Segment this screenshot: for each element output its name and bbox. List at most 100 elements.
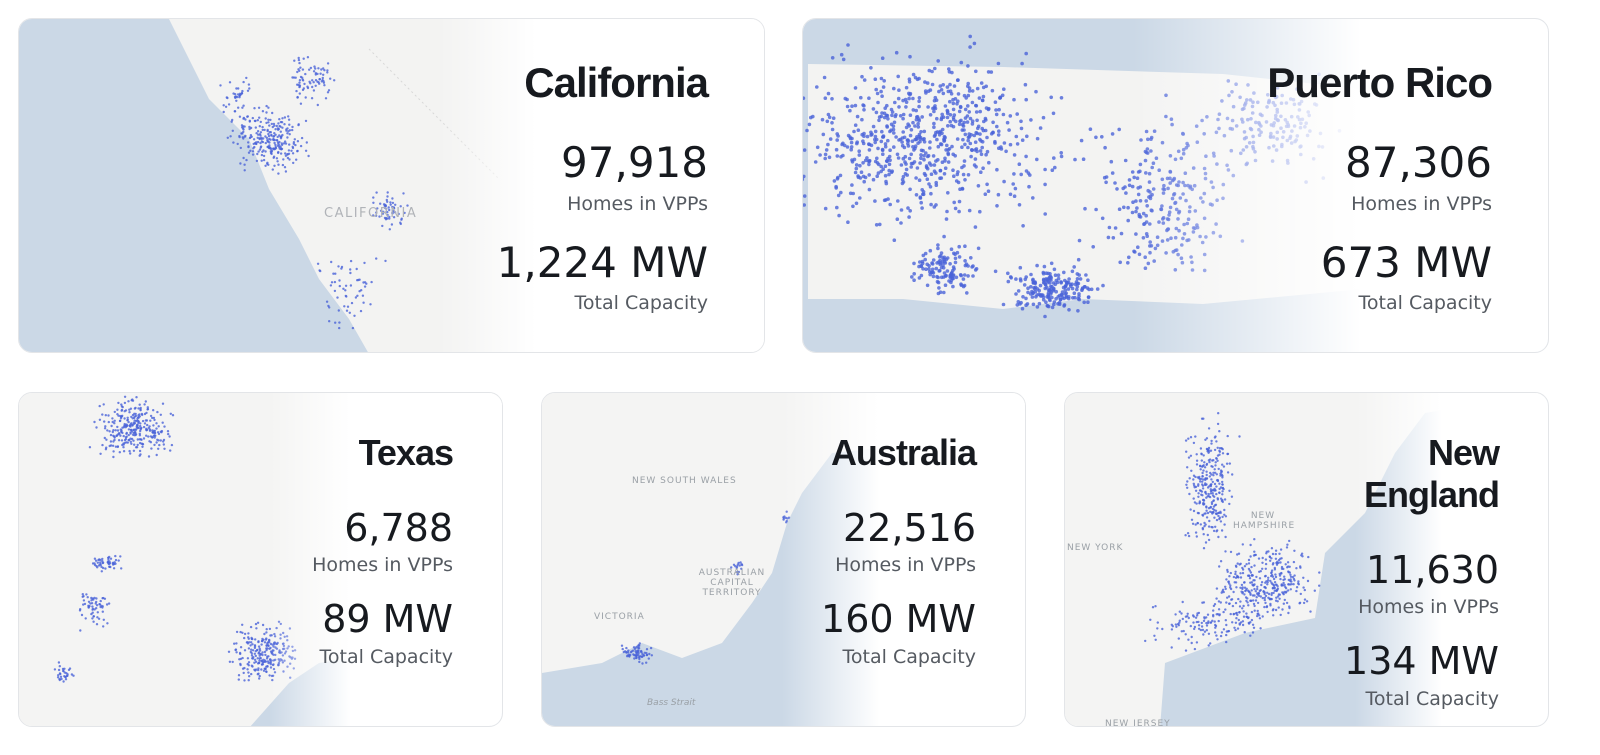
map-dot bbox=[381, 212, 385, 215]
map-dot bbox=[389, 203, 392, 206]
map-dot bbox=[867, 148, 872, 152]
map-dot bbox=[1247, 558, 1251, 562]
map-dot bbox=[1302, 586, 1305, 589]
map-dot bbox=[1257, 557, 1261, 560]
map-dot bbox=[124, 437, 128, 441]
map-dot bbox=[1257, 612, 1260, 615]
map-dot bbox=[1073, 157, 1077, 162]
capacity-value: 89 MW bbox=[322, 597, 453, 641]
map-dot bbox=[903, 154, 908, 159]
map-dot bbox=[948, 119, 952, 124]
map-dot bbox=[256, 136, 259, 139]
map-dot bbox=[280, 121, 284, 124]
map-dot bbox=[1253, 564, 1256, 567]
map-dot bbox=[974, 267, 979, 271]
map-dot bbox=[1024, 51, 1028, 56]
map-dot bbox=[1211, 526, 1214, 529]
map-dot bbox=[273, 164, 276, 167]
map-dot bbox=[265, 631, 268, 634]
map-dot bbox=[927, 267, 931, 271]
map-dot bbox=[1001, 112, 1006, 117]
map-dot bbox=[976, 246, 981, 251]
map-dot bbox=[291, 152, 295, 155]
map-dot bbox=[993, 269, 998, 274]
map-dot bbox=[135, 424, 139, 427]
map-dot bbox=[142, 425, 146, 429]
map-dot bbox=[921, 267, 925, 271]
map-dot bbox=[820, 117, 825, 122]
map-fade bbox=[269, 393, 502, 726]
map-dot bbox=[124, 409, 128, 412]
map-dot bbox=[1212, 474, 1215, 477]
map-dot bbox=[896, 74, 900, 79]
map-dot bbox=[238, 92, 242, 96]
map-dot bbox=[130, 415, 133, 419]
map-dot bbox=[1218, 516, 1222, 519]
map-dot bbox=[1106, 235, 1111, 240]
map-dot bbox=[159, 430, 162, 433]
map-dot bbox=[951, 124, 956, 129]
map-dot bbox=[254, 650, 257, 653]
map-dot bbox=[1027, 184, 1031, 189]
map-dot bbox=[955, 250, 960, 255]
map-dot bbox=[1062, 304, 1066, 308]
map-dot bbox=[1318, 584, 1321, 587]
map-dot bbox=[927, 182, 931, 186]
capacity-label: Total Capacity bbox=[319, 646, 453, 668]
map-dot bbox=[1210, 442, 1213, 445]
map-dot bbox=[1050, 295, 1054, 300]
map-dot bbox=[908, 91, 913, 96]
map-dot bbox=[92, 615, 95, 618]
map-dot bbox=[1200, 459, 1203, 462]
map-dot bbox=[68, 667, 72, 670]
map-dot bbox=[292, 161, 295, 165]
map-dot bbox=[107, 420, 111, 424]
map-dot bbox=[862, 108, 866, 112]
map-dot bbox=[1265, 580, 1268, 583]
map-dot bbox=[1198, 489, 1202, 492]
map-dot bbox=[945, 109, 950, 114]
map-dot bbox=[101, 443, 104, 447]
map-dot bbox=[969, 256, 973, 260]
map-dot bbox=[1086, 295, 1091, 300]
map-dot bbox=[81, 593, 84, 596]
map-dot bbox=[258, 125, 261, 128]
homes-value: 11,630 bbox=[1366, 548, 1499, 592]
map-dot bbox=[1228, 462, 1231, 465]
map-dot bbox=[287, 152, 291, 155]
map-dot bbox=[1200, 490, 1204, 493]
map-dot bbox=[99, 599, 102, 603]
map-dot bbox=[1201, 480, 1204, 483]
map-dot bbox=[1280, 584, 1283, 587]
map-dot bbox=[296, 96, 299, 99]
map-dot bbox=[264, 638, 268, 641]
map-dot bbox=[94, 602, 97, 605]
map-dot bbox=[121, 405, 124, 409]
map-dot bbox=[283, 116, 287, 119]
map-dot bbox=[883, 144, 888, 149]
map-dot bbox=[1240, 583, 1244, 587]
map-dot bbox=[1228, 502, 1231, 506]
map-dot bbox=[1205, 437, 1209, 440]
map-dot bbox=[1215, 440, 1218, 443]
map-dot bbox=[372, 214, 375, 217]
map-dot bbox=[111, 430, 115, 434]
map-dot bbox=[1221, 483, 1224, 486]
map-dot bbox=[1213, 620, 1216, 623]
map-dot bbox=[321, 76, 324, 80]
map-dot bbox=[1052, 156, 1056, 160]
map-dot bbox=[163, 447, 166, 450]
map-dot bbox=[306, 56, 310, 59]
map-dot bbox=[1238, 611, 1241, 614]
map-dot bbox=[1199, 447, 1203, 450]
map-dot bbox=[1229, 586, 1232, 589]
map-dot bbox=[319, 72, 322, 75]
map-dot bbox=[649, 646, 653, 650]
map-dot bbox=[277, 172, 280, 175]
map-dot bbox=[871, 124, 876, 129]
map-dot bbox=[1226, 596, 1229, 599]
map-dot bbox=[309, 66, 313, 70]
map-dot bbox=[277, 122, 280, 125]
map-dot bbox=[253, 645, 257, 648]
map-dot bbox=[930, 82, 935, 87]
